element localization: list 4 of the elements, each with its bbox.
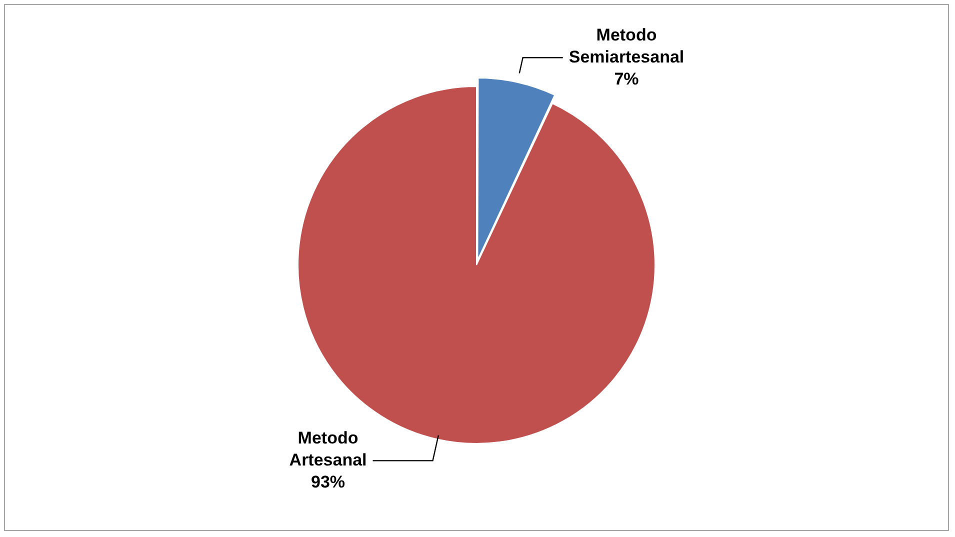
slice-label: Metodo Semiartesanal	[568, 25, 684, 66]
data-label: 7%	[614, 69, 639, 88]
slice-label: Metodo Artesanal	[289, 428, 367, 470]
data-label: 93%	[311, 472, 346, 492]
